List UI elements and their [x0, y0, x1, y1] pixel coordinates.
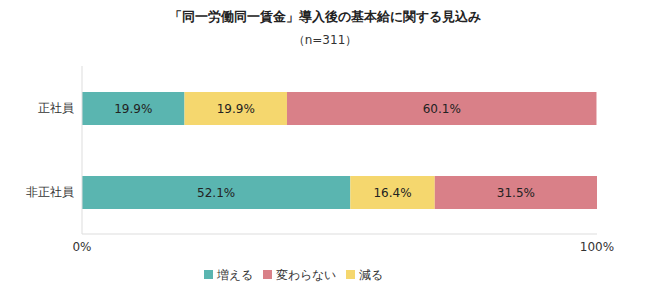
svg-text:31.5%: 31.5% — [497, 186, 535, 200]
svg-text:52.1%: 52.1% — [197, 186, 235, 200]
html-text:「同一労働同一賃金」導入後の基本給に関する見込み: 「同一労働同一賃金」導入後の基本給に関する見込み — [169, 9, 481, 24]
svg-text:19.9%: 19.9% — [114, 102, 152, 116]
svg-text:0%: 0% — [72, 240, 91, 254]
svg-text:16.4%: 16.4% — [373, 186, 411, 200]
svg-text:正社員: 正社員 — [38, 101, 74, 115]
svg-text:60.1%: 60.1% — [423, 102, 461, 116]
html-text:変わらない: 変わらない — [276, 268, 336, 282]
svg-text:100%: 100% — [580, 240, 614, 254]
svg-text:19.9%: 19.9% — [217, 102, 255, 116]
html-text:（n=311）: （n=311） — [292, 33, 358, 47]
svg-text:非正社員: 非正社員 — [26, 185, 74, 199]
html-text:増える: 増える — [217, 268, 253, 282]
html-text:減る: 減る — [359, 268, 383, 282]
